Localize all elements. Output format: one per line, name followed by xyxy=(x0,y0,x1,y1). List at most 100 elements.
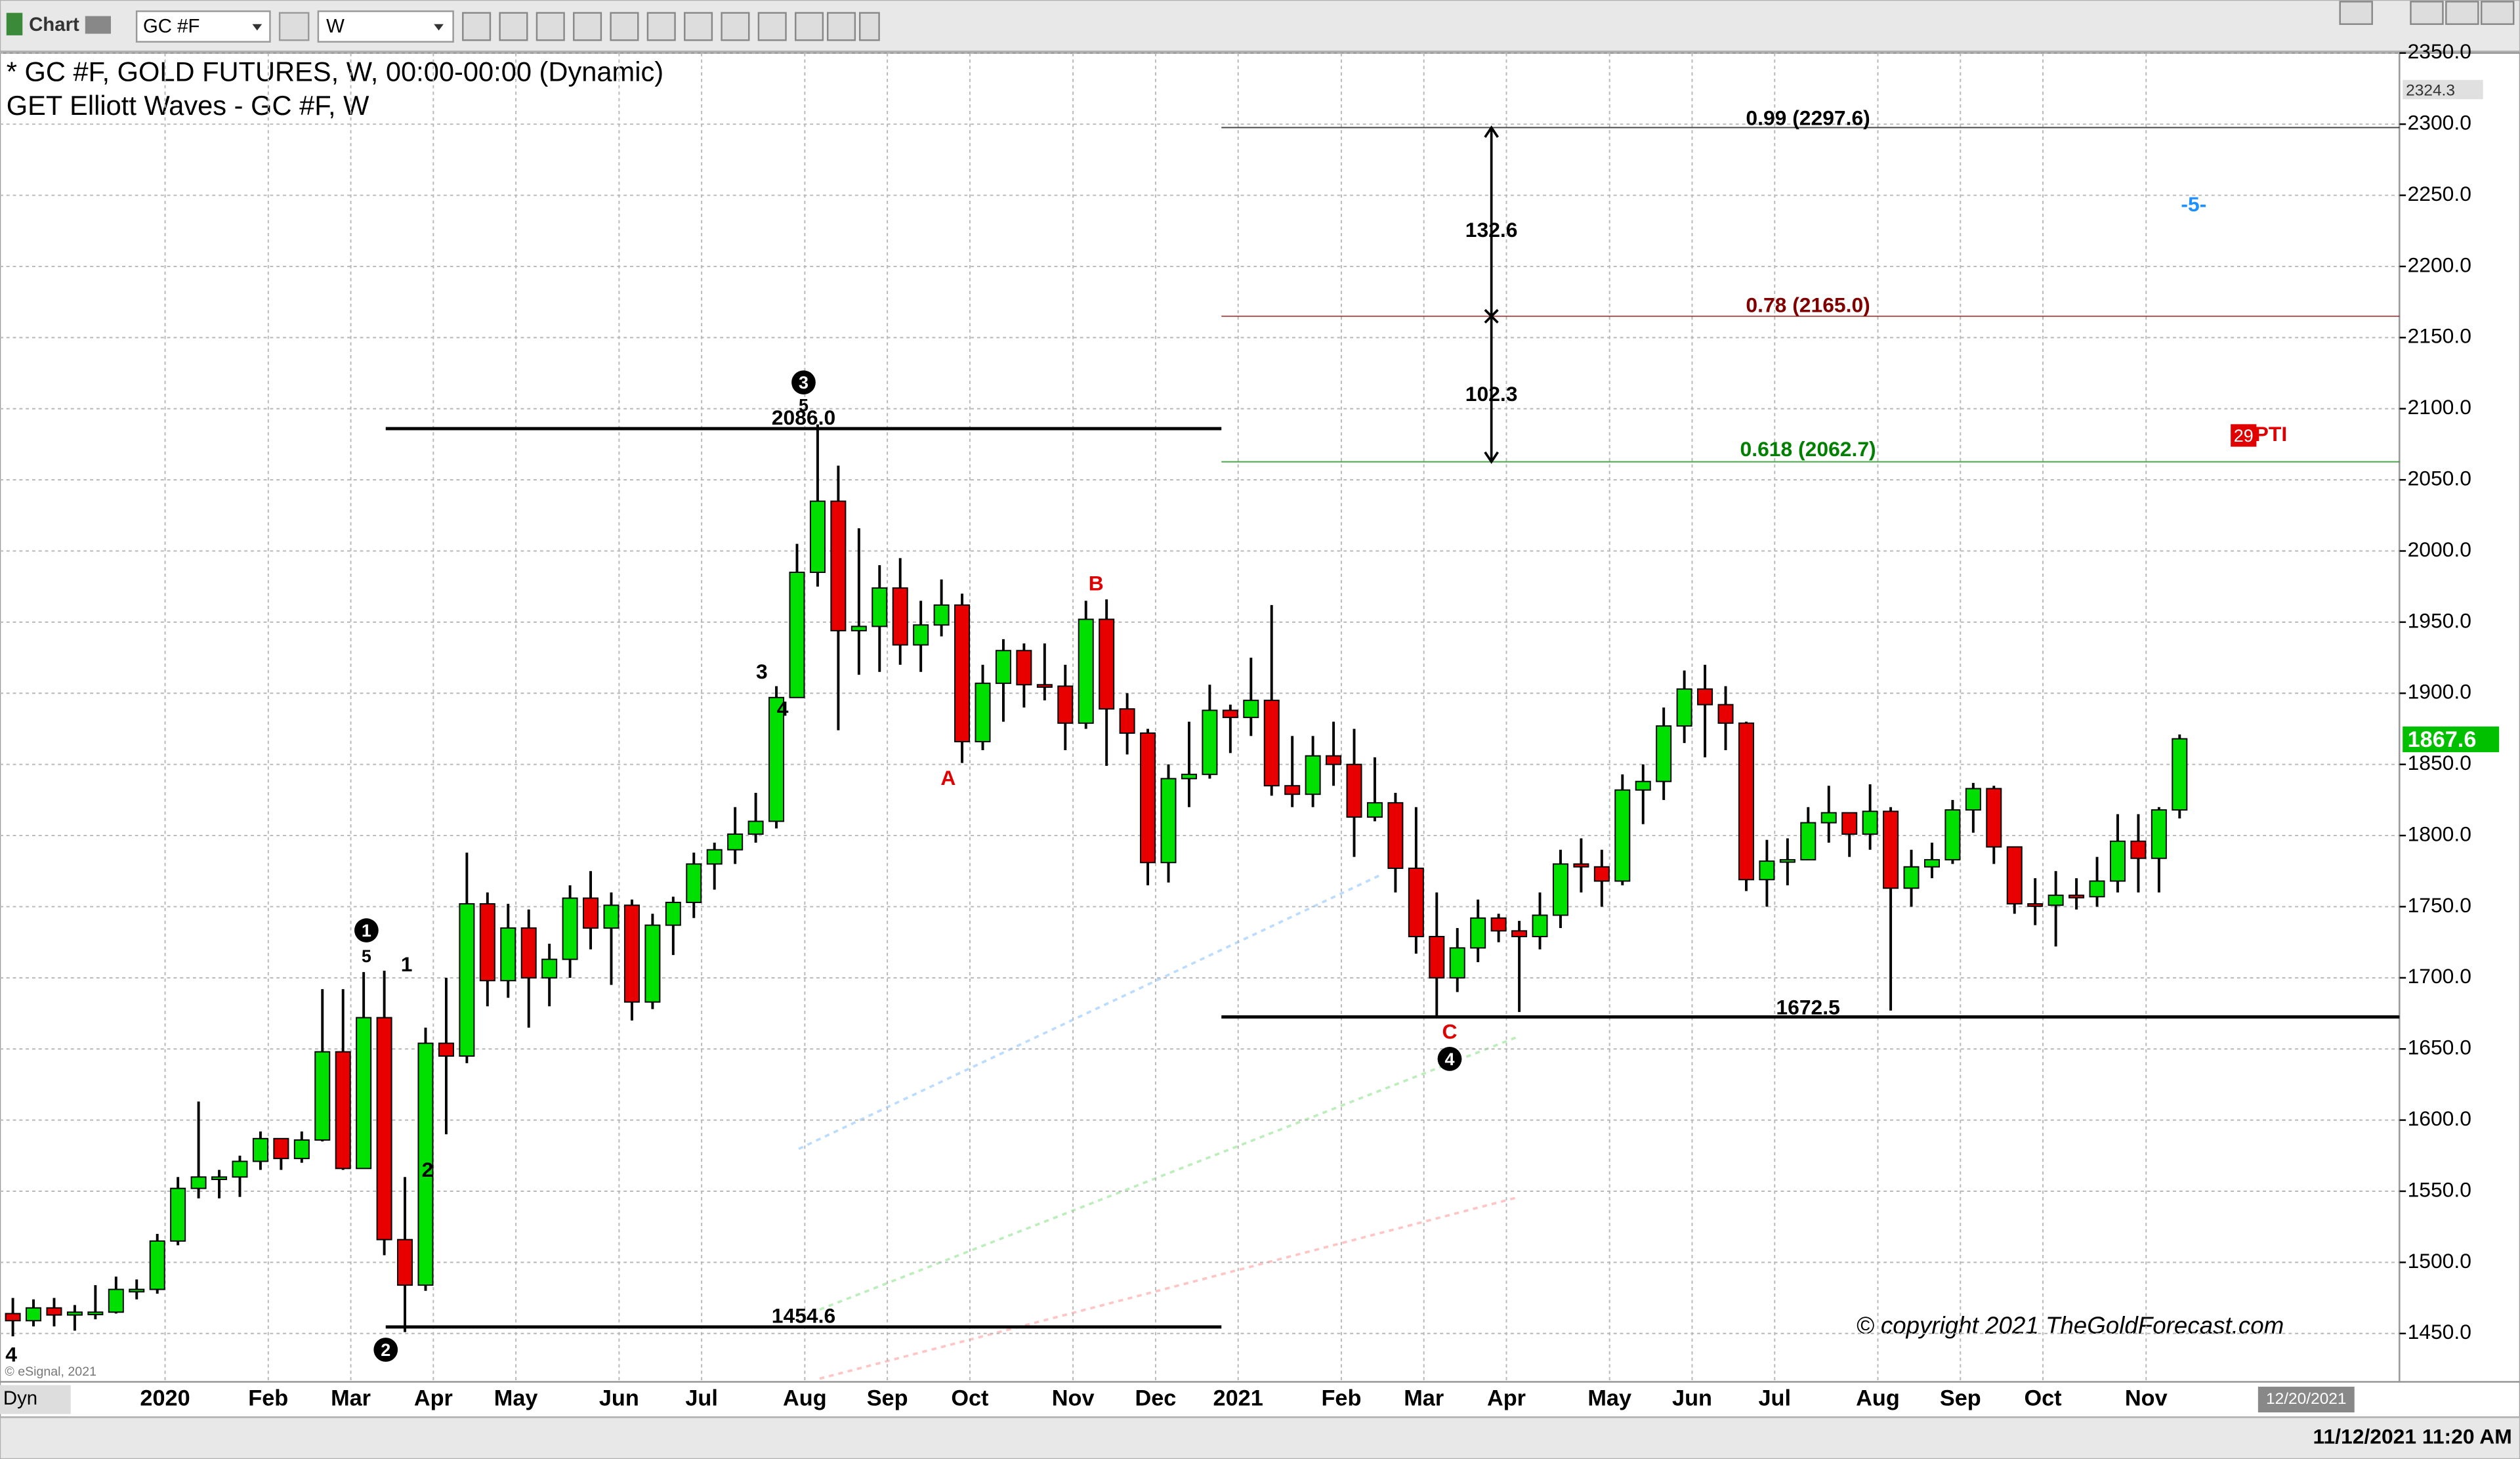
candle-body xyxy=(1366,802,1383,818)
candle-body xyxy=(335,1051,351,1170)
future-date-box xyxy=(2258,1386,2355,1413)
tool-button[interactable] xyxy=(795,12,824,41)
candle-body xyxy=(1222,709,1238,719)
x-tick-label: Jul xyxy=(1758,1385,1791,1410)
level-label: 0.99 (2297.6) xyxy=(1746,106,1870,130)
level-label: 0.618 (2062.7) xyxy=(1740,437,1876,461)
y-tick-label: 1800.0 xyxy=(2408,822,2471,845)
x-tick-label: Apr xyxy=(414,1385,453,1410)
wave-label: 5 xyxy=(799,396,808,415)
tool-button[interactable] xyxy=(499,12,528,41)
candle-body xyxy=(541,958,558,979)
candle-body xyxy=(1820,812,1837,824)
candle-body xyxy=(2109,840,2126,882)
candle-body xyxy=(1387,802,1404,869)
tool-button[interactable] xyxy=(757,12,787,41)
mid-mark xyxy=(1484,308,1499,324)
y-tick-label: 2200.0 xyxy=(2408,253,2471,276)
candle-body xyxy=(562,897,578,960)
y-tick-label: 2300.0 xyxy=(2408,111,2471,135)
tool-button[interactable] xyxy=(721,12,750,41)
candle-body xyxy=(1532,914,1548,937)
dropdown-arrow xyxy=(434,24,444,31)
candle-body xyxy=(2151,809,2167,859)
wave-label: B xyxy=(1089,572,1104,595)
candle-body xyxy=(1202,709,1218,775)
candle-body xyxy=(1449,947,1465,979)
y-tick-label: 2050.0 xyxy=(2408,467,2471,490)
copyright: © copyright 2021 TheGoldForecast.com xyxy=(1857,1312,2284,1339)
symbol-text: GC #F xyxy=(143,15,200,37)
x-tick-label: Aug xyxy=(783,1385,827,1410)
y-tick-label: 1750.0 xyxy=(2408,893,2471,917)
candle-body xyxy=(1614,789,1631,882)
window-button[interactable] xyxy=(2339,1,2373,25)
candle-body xyxy=(1305,755,1321,795)
tool-button[interactable] xyxy=(462,12,492,41)
dropdown-arrow xyxy=(252,24,262,31)
window-button[interactable] xyxy=(2481,1,2515,25)
candle-body xyxy=(1862,811,1878,835)
y-tick-label: 2350.0 xyxy=(2408,39,2471,63)
candle-body xyxy=(1099,618,1115,710)
candle-body xyxy=(211,1176,228,1180)
candle-body xyxy=(5,1313,21,1322)
interval-input[interactable] xyxy=(317,10,454,43)
tool-button[interactable] xyxy=(573,12,602,41)
tool-button[interactable] xyxy=(858,12,880,41)
candle-body xyxy=(583,897,599,929)
app-icon xyxy=(6,12,23,35)
y-tick-label: 2100.0 xyxy=(2408,395,2471,419)
candle-body xyxy=(1883,811,1899,889)
candle-body xyxy=(1800,822,1816,860)
candle-body xyxy=(397,1238,413,1286)
fan-line xyxy=(819,1196,1519,1380)
y-tick-label: 1450.0 xyxy=(2408,1320,2471,1343)
candle-body xyxy=(1779,858,1796,863)
candle-body xyxy=(520,927,537,979)
x-tick-label: Dec xyxy=(1135,1385,1176,1410)
candle-body xyxy=(913,624,929,646)
app-label: Chart xyxy=(29,14,79,35)
time-axis xyxy=(0,1381,2520,1418)
x-tick-label: Sep xyxy=(867,1385,908,1410)
candle-body xyxy=(108,1288,124,1313)
last-price-label: 1867.6 xyxy=(2408,727,2477,752)
x-tick-label: Feb xyxy=(1321,1385,1361,1410)
wave-circle xyxy=(1437,1047,1462,1071)
candle-body xyxy=(376,1017,392,1240)
wave-label: 4 xyxy=(1444,1049,1454,1069)
candle-body xyxy=(1284,785,1301,795)
mode-box[interactable] xyxy=(0,1385,71,1414)
window-button[interactable] xyxy=(2445,1,2479,25)
candle-body xyxy=(26,1307,42,1322)
y-tick-label: 1600.0 xyxy=(2408,1107,2471,1130)
y-tick-label: 1900.0 xyxy=(2408,680,2471,704)
candle-body xyxy=(1593,866,1610,882)
symbol-input[interactable] xyxy=(135,10,271,43)
candle-body xyxy=(2172,738,2188,811)
tool-button[interactable] xyxy=(646,12,676,41)
candle-body xyxy=(66,1311,83,1316)
tool-button[interactable] xyxy=(684,12,713,41)
candle-body xyxy=(356,1017,372,1170)
candle-body xyxy=(129,1288,145,1293)
candle-body xyxy=(892,587,908,646)
window-button[interactable] xyxy=(2410,1,2444,25)
candle-body xyxy=(1119,708,1135,734)
candle-body xyxy=(2048,895,2064,906)
sm-badge[interactable] xyxy=(85,16,111,34)
settings-button[interactable] xyxy=(278,12,310,41)
candle-body xyxy=(1326,755,1342,765)
tool-button[interactable] xyxy=(827,12,856,41)
candle-body xyxy=(1944,809,1961,860)
candle-body xyxy=(2089,880,2105,898)
candle-body xyxy=(644,924,661,1003)
tool-button[interactable] xyxy=(610,12,639,41)
wave-label: 29 xyxy=(2234,426,2254,446)
wave-label: 5 xyxy=(362,946,371,966)
candle-body xyxy=(872,587,888,627)
tool-button[interactable] xyxy=(536,12,565,41)
candle-body xyxy=(603,904,620,929)
